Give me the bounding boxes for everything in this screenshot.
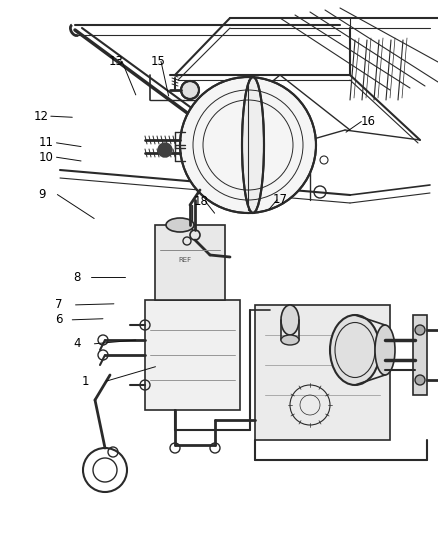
- Text: 17: 17: [273, 193, 288, 206]
- Text: 7: 7: [55, 298, 63, 311]
- Circle shape: [180, 77, 316, 213]
- Text: REF: REF: [178, 257, 191, 263]
- Polygon shape: [145, 300, 240, 410]
- Ellipse shape: [375, 325, 395, 375]
- Circle shape: [415, 375, 425, 385]
- Ellipse shape: [330, 315, 380, 385]
- Text: 4: 4: [73, 337, 81, 350]
- Ellipse shape: [242, 77, 264, 213]
- Ellipse shape: [166, 218, 194, 232]
- Text: 9: 9: [38, 188, 46, 201]
- Text: 12: 12: [34, 110, 49, 123]
- Text: 16: 16: [360, 115, 375, 128]
- Polygon shape: [155, 225, 225, 300]
- Polygon shape: [255, 305, 390, 440]
- Text: 13: 13: [109, 55, 124, 68]
- Ellipse shape: [281, 305, 299, 335]
- Text: 11: 11: [39, 136, 53, 149]
- Ellipse shape: [281, 335, 299, 345]
- Text: 1: 1: [81, 375, 89, 387]
- Text: 8: 8: [73, 271, 80, 284]
- Text: 6: 6: [55, 313, 63, 326]
- Polygon shape: [413, 315, 427, 395]
- Text: 15: 15: [150, 55, 165, 68]
- Circle shape: [415, 325, 425, 335]
- Circle shape: [181, 81, 199, 99]
- Circle shape: [158, 143, 172, 157]
- Text: 10: 10: [39, 151, 53, 164]
- Text: 18: 18: [194, 195, 209, 208]
